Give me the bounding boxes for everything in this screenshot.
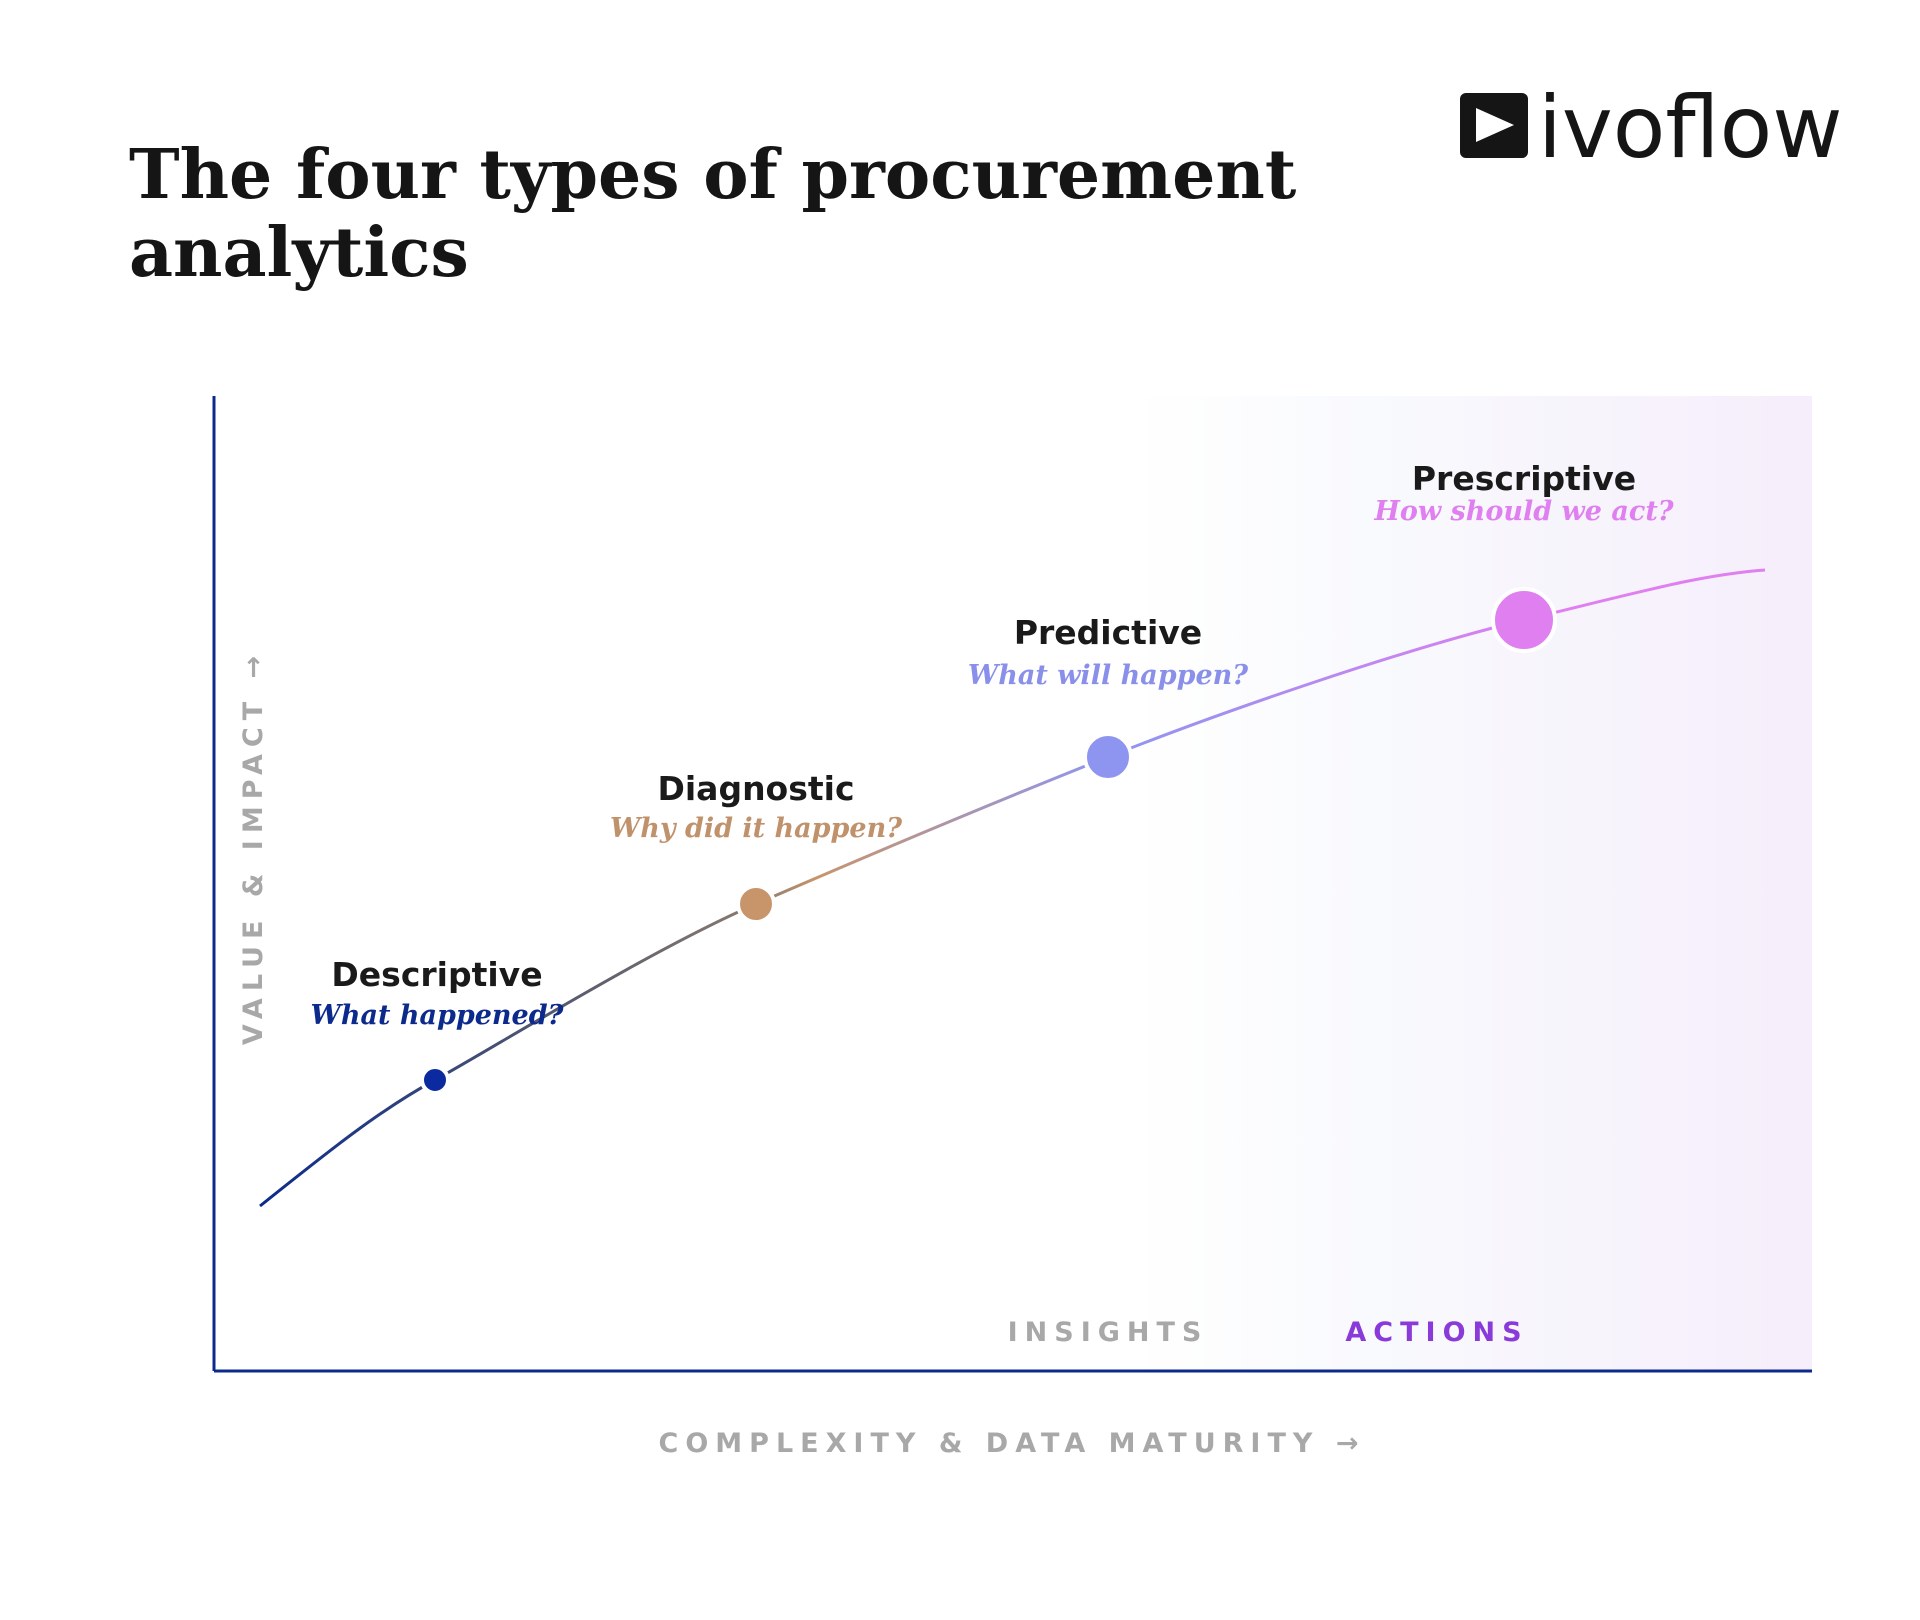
stage-name: Descriptive (331, 955, 542, 994)
stage-dot (420, 1065, 450, 1095)
title: The four types of procurement (129, 135, 1297, 215)
stage-name: Prescriptive (1412, 459, 1636, 498)
stage-dot (736, 884, 776, 924)
stage-dot (1491, 587, 1557, 653)
stage-question: What will happen? (968, 660, 1249, 691)
title: analytics (129, 213, 469, 293)
stage-question: What happened? (311, 1000, 565, 1031)
stage-dot (1083, 732, 1133, 782)
x-axis-label: COMPLEXITY & DATA MATURITY → (659, 1428, 1366, 1459)
logo-icon (1460, 93, 1528, 158)
stage-question: Why did it happen? (610, 813, 903, 844)
zone-label: INSIGHTS (1008, 1317, 1209, 1348)
actions-zone (1132, 396, 1812, 1371)
logo: ivoflow (1538, 78, 1843, 178)
stage-name: Predictive (1014, 613, 1202, 652)
y-axis-label: VALUE & IMPACT → (238, 649, 269, 1045)
stage-question: How should we act? (1373, 496, 1674, 527)
stage-name: Diagnostic (657, 769, 854, 808)
zone-label: ACTIONS (1345, 1317, 1528, 1348)
